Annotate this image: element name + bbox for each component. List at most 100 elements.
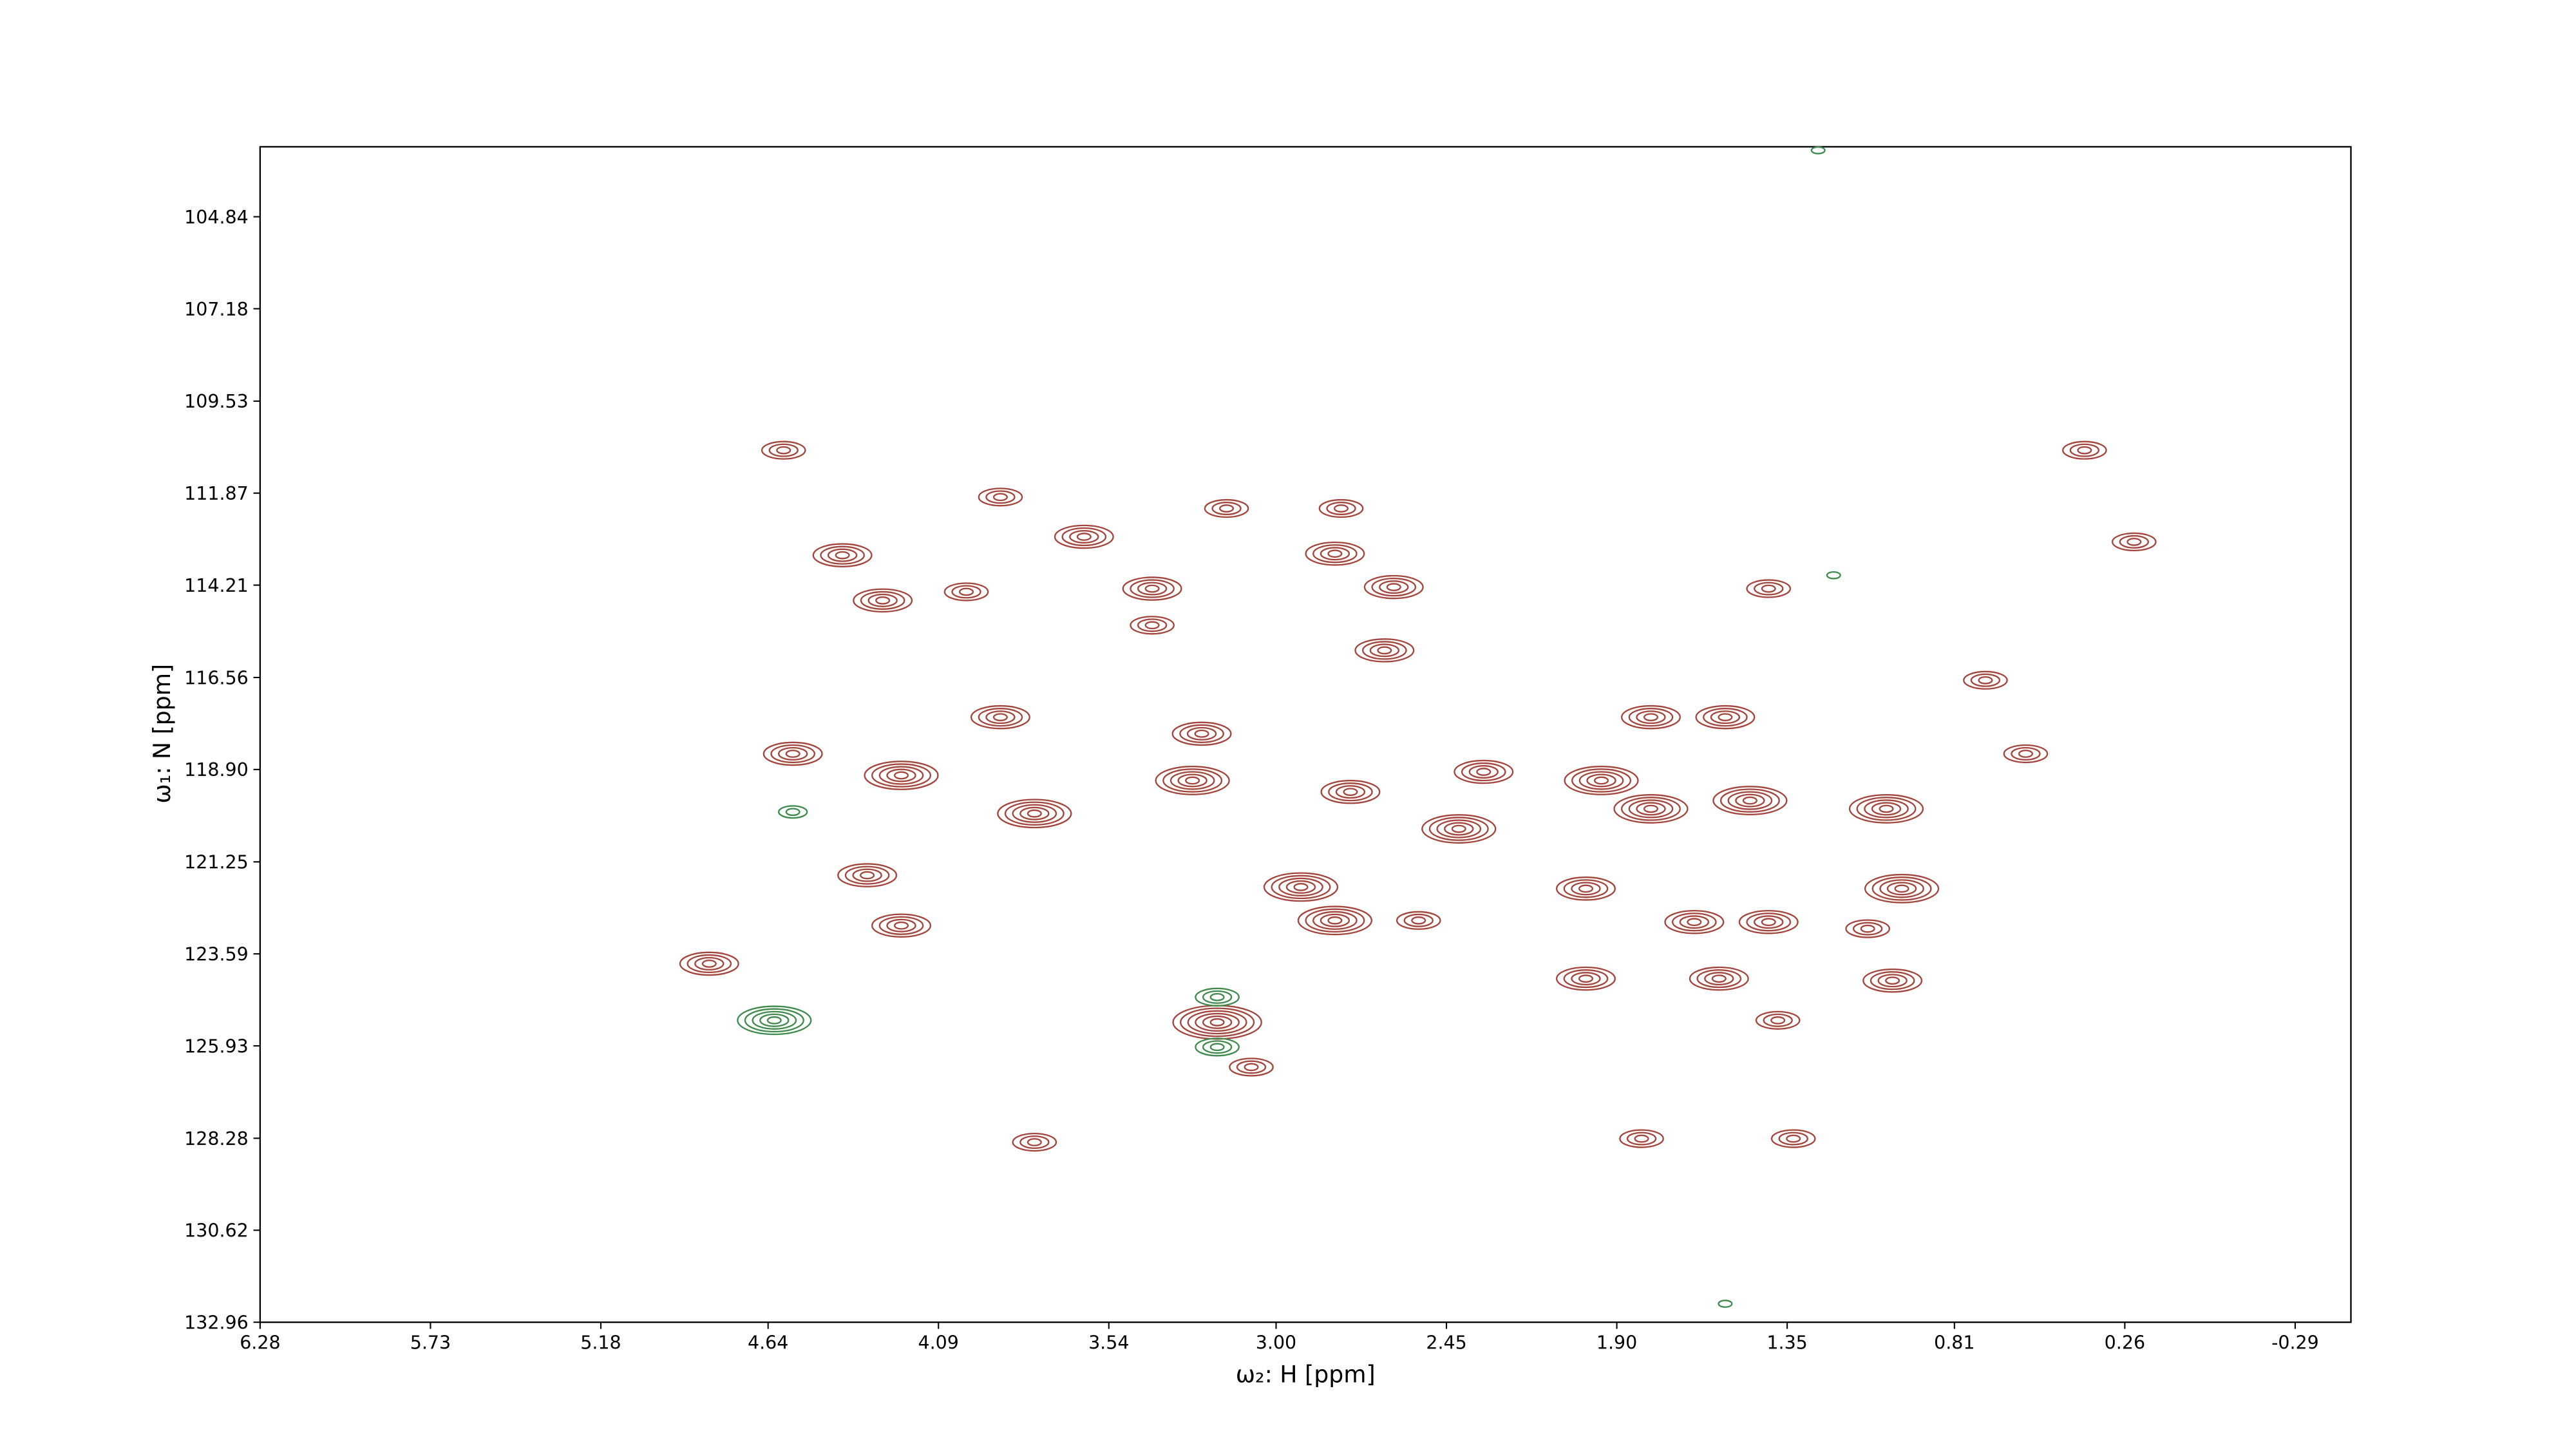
contour-ring xyxy=(777,746,808,761)
contour-ring xyxy=(785,750,800,758)
contour-ring xyxy=(1885,976,1900,985)
contour-ring xyxy=(1555,966,1616,991)
peak xyxy=(761,440,806,460)
contour-ring xyxy=(1386,583,1401,591)
contour-ring xyxy=(1451,824,1466,833)
contour-ring xyxy=(1770,1129,1816,1148)
contour-ring xyxy=(1689,966,1749,991)
contour-ring xyxy=(871,763,931,788)
contour-ring xyxy=(1711,974,1727,983)
contour-ring xyxy=(1621,705,1681,730)
contour-ring xyxy=(1963,670,2008,690)
contour-ring xyxy=(687,954,732,974)
contour-ring xyxy=(1719,788,1780,813)
contour-ring xyxy=(1704,972,1734,986)
peak xyxy=(1122,576,1182,601)
contour-ring xyxy=(1327,549,1343,558)
peak xyxy=(1263,872,1339,902)
x-tick-label: 4.64 xyxy=(748,1332,788,1354)
contour-ring xyxy=(860,591,905,610)
contour-ring xyxy=(1461,762,1506,782)
peak xyxy=(1318,498,1364,518)
contour-ring xyxy=(1130,616,1175,635)
contour-ring xyxy=(970,705,1030,730)
y-tick-label: 118.90 xyxy=(184,759,249,781)
contour-ring xyxy=(1628,708,1674,727)
peak xyxy=(1054,524,1114,549)
contour-ring xyxy=(1695,705,1756,730)
x-tick-label: 0.26 xyxy=(2105,1332,2145,1354)
contour-ring xyxy=(860,871,875,880)
contour-ring xyxy=(1571,768,1631,793)
contour-ring xyxy=(766,1016,782,1025)
contour-ring xyxy=(1195,987,1240,1007)
contour-ring xyxy=(701,960,717,968)
peak xyxy=(853,588,913,613)
contour-ring xyxy=(770,744,815,764)
peak xyxy=(943,582,989,601)
peak xyxy=(1195,1037,1240,1057)
contour-ring xyxy=(1710,710,1741,724)
contour-ring xyxy=(1326,502,1356,516)
y-tick-label: 128.28 xyxy=(184,1128,249,1150)
contour-ring xyxy=(1778,1132,1808,1146)
contour-ring xyxy=(886,768,916,782)
y-tick-label: 130.62 xyxy=(184,1220,249,1242)
contour-ring xyxy=(2069,443,2100,457)
peak xyxy=(997,799,1072,829)
peak xyxy=(679,951,739,976)
y-tick-label: 111.87 xyxy=(184,483,249,504)
contour-ring xyxy=(777,805,808,819)
contour-ring xyxy=(1877,974,1908,988)
contour-ring xyxy=(1019,1135,1050,1150)
contour-ring xyxy=(1879,804,1894,813)
peak xyxy=(1396,911,1441,930)
contour-ring xyxy=(2018,750,2033,758)
contour-ring xyxy=(1636,802,1666,816)
peak xyxy=(970,705,1030,730)
peak xyxy=(1555,876,1616,901)
contour-ring xyxy=(997,799,1072,829)
contour-ring xyxy=(1679,915,1709,929)
contour-ring xyxy=(1211,502,1242,516)
peak xyxy=(2062,440,2107,460)
contour-ring xyxy=(1396,911,1441,930)
peak xyxy=(1172,1005,1262,1040)
y-tick-label: 104.84 xyxy=(184,207,249,228)
peak xyxy=(1171,721,1232,746)
contour-ring xyxy=(1379,580,1409,594)
contour-ring xyxy=(992,713,1008,722)
contour-ring xyxy=(1564,766,1639,795)
contour-ring xyxy=(1864,873,1940,904)
peak xyxy=(1862,968,1923,993)
peak xyxy=(2003,744,2049,764)
contour-ring xyxy=(1144,621,1160,630)
contour-ring xyxy=(785,808,800,817)
contour-ring xyxy=(1468,765,1499,779)
contour-ring xyxy=(1613,793,1689,824)
contour-ring xyxy=(1076,533,1092,541)
contour-ring xyxy=(1069,529,1099,544)
contour-ring xyxy=(1369,643,1400,658)
contour-ring xyxy=(1703,708,1748,727)
contour-ring xyxy=(761,440,806,460)
x-tick-label: 5.73 xyxy=(410,1332,451,1354)
contour-ring xyxy=(1886,882,1917,896)
x-tick-label: -0.29 xyxy=(2271,1332,2319,1354)
x-tick-label: 0.81 xyxy=(1934,1332,1975,1354)
contour-ring xyxy=(1563,969,1609,989)
contour-ring xyxy=(812,543,873,567)
contour-ring xyxy=(1185,776,1200,785)
contour-ring xyxy=(1476,768,1492,776)
contour-ring xyxy=(1746,579,1792,598)
contour-ring xyxy=(744,1008,804,1033)
contour-ring xyxy=(2077,446,2092,455)
peak xyxy=(1695,705,1756,730)
contour-ring xyxy=(1012,804,1057,823)
contour-ring xyxy=(1856,797,1917,821)
contour-ring xyxy=(1879,879,1924,898)
contour-ring xyxy=(985,490,1016,504)
contour-ring xyxy=(1320,547,1350,561)
contour-ring xyxy=(1219,504,1235,513)
